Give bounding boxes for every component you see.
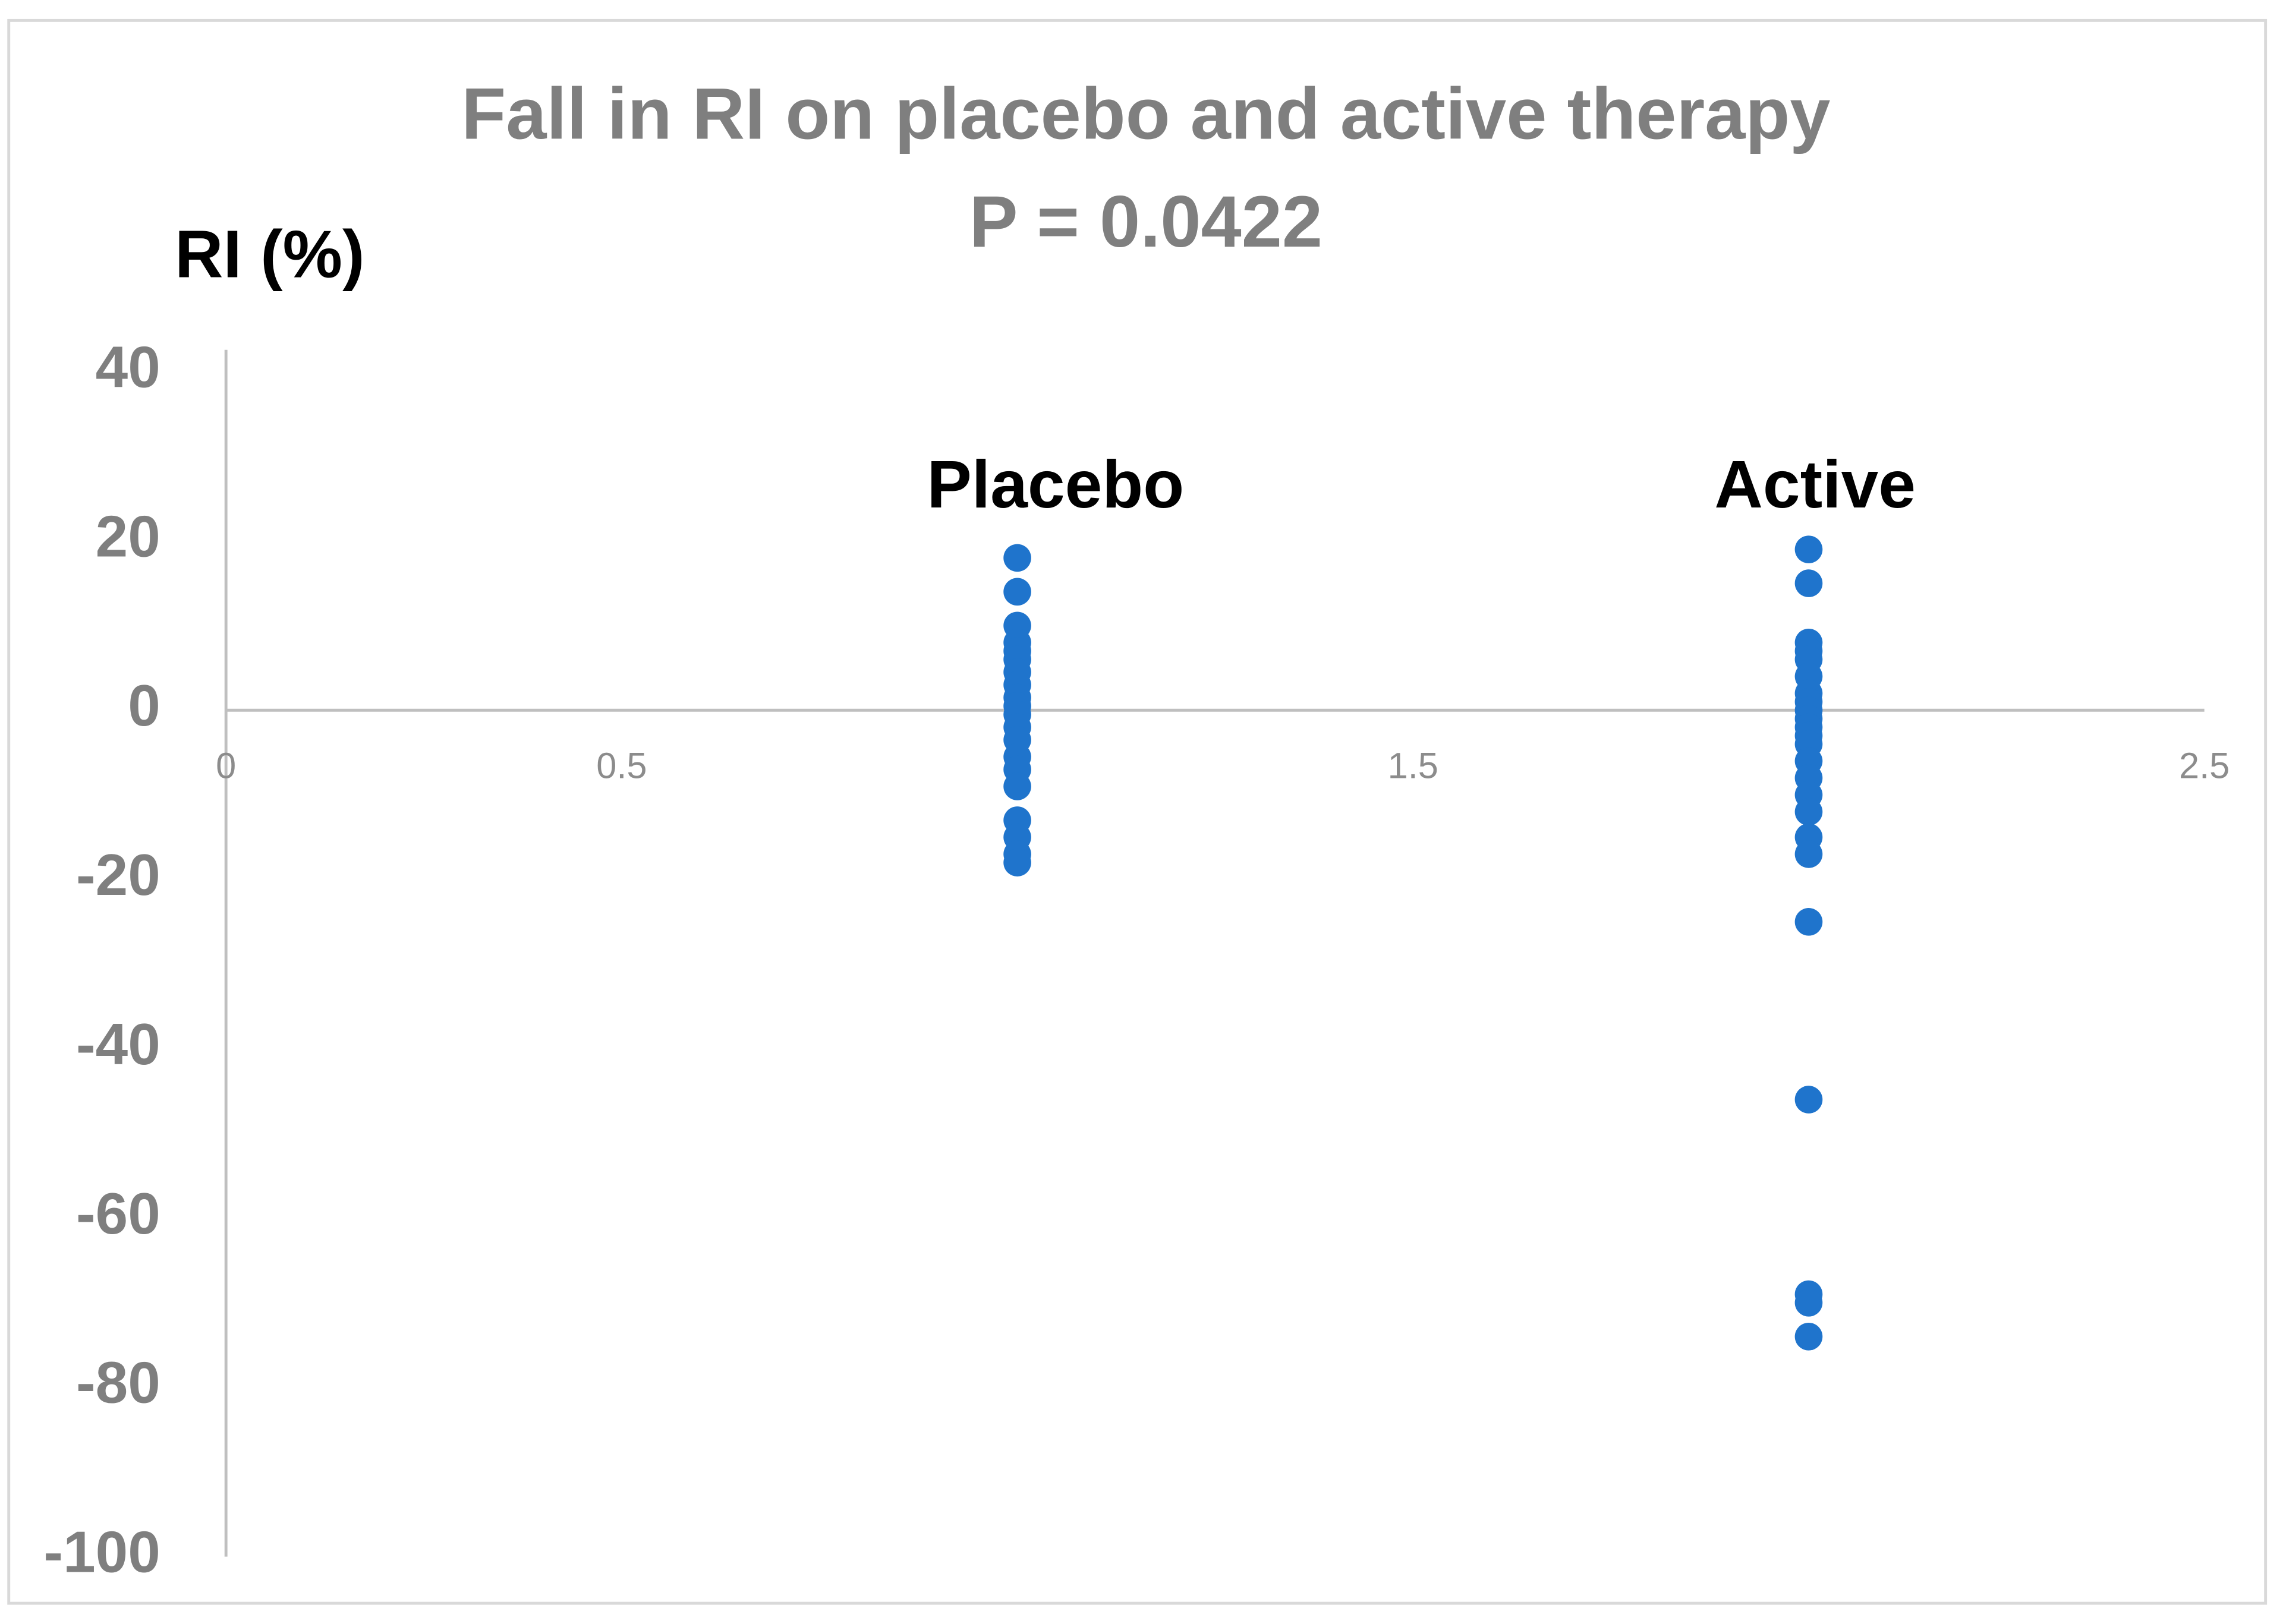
data-point bbox=[1003, 544, 1031, 572]
x-tick-label: 2.5 bbox=[2179, 745, 2230, 786]
data-point bbox=[1794, 797, 1823, 826]
y-tick-label: 0 bbox=[128, 673, 160, 738]
group-label: Active bbox=[1714, 447, 1916, 522]
y-tick-label: -100 bbox=[43, 1519, 160, 1585]
y-tick-label: 40 bbox=[96, 334, 160, 399]
y-tick-label: 20 bbox=[96, 503, 160, 569]
chart-title: Fall in RI on placebo and active therapy bbox=[461, 73, 1830, 154]
x-tick-label: 1.5 bbox=[1388, 745, 1438, 786]
data-point bbox=[1794, 535, 1823, 563]
data-point bbox=[1794, 908, 1823, 936]
group-label: Placebo bbox=[927, 447, 1185, 522]
y-tick-label: -80 bbox=[76, 1350, 160, 1415]
y-tick-label: -40 bbox=[76, 1011, 160, 1077]
x-tick-label: 0 bbox=[216, 745, 236, 786]
data-point bbox=[1794, 1289, 1823, 1317]
data-point bbox=[1794, 840, 1823, 868]
chart-border bbox=[7, 18, 2268, 1605]
chart-subtitle: P = 0.0422 bbox=[969, 181, 1323, 262]
data-point bbox=[1794, 1322, 1823, 1351]
y-tick-label: -20 bbox=[76, 842, 160, 907]
y-axis-title: RI (%) bbox=[175, 216, 365, 291]
data-point bbox=[1794, 1086, 1823, 1114]
y-tick-label: -60 bbox=[76, 1181, 160, 1246]
data-point bbox=[1003, 772, 1031, 800]
x-tick-label: 0.5 bbox=[596, 745, 647, 786]
data-point bbox=[1003, 578, 1031, 606]
data-point bbox=[1794, 569, 1823, 597]
data-point bbox=[1003, 849, 1031, 876]
